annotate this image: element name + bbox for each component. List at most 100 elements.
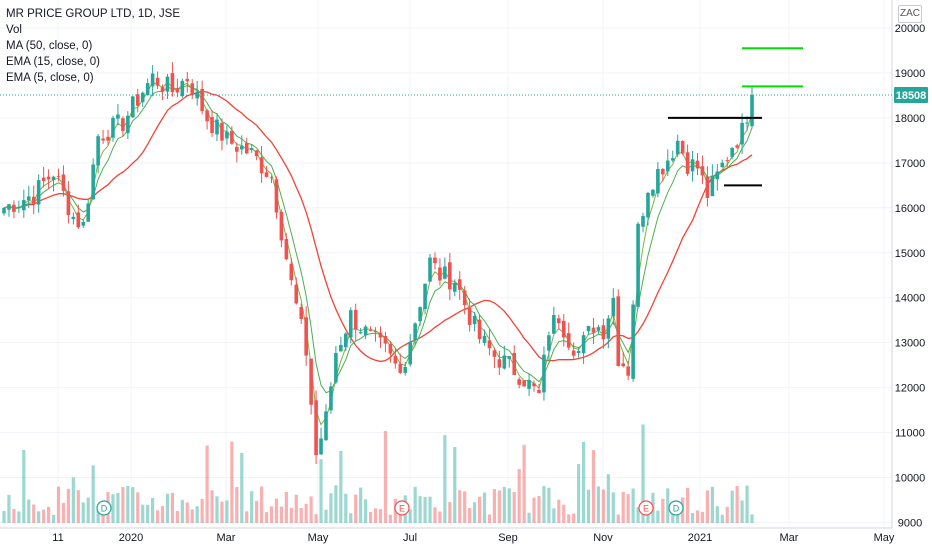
volume-bar [324,509,328,523]
volume-bar [126,485,130,523]
volume-bar [557,499,561,523]
candle-body [66,191,71,216]
dividend-marker [668,500,684,516]
x-tick-label: Sep [498,532,518,544]
volume-bar [433,507,437,523]
volume-bar [165,493,170,523]
candle-body [547,335,551,351]
volume-bar [472,502,477,523]
candle-body [705,176,710,198]
candle-body [121,118,125,131]
currency-button[interactable]: ZAC [898,5,922,23]
volume-bar [205,445,209,523]
candle-body [661,168,665,175]
candle-body [358,332,363,334]
volume-bar [319,459,323,523]
candle-body [636,223,640,307]
candle-body [244,142,249,154]
candle-body [130,96,135,118]
candle-body [482,335,487,343]
earnings-marker [638,500,654,516]
candle-body [457,279,462,290]
volume-bar [512,491,516,523]
candle-body [378,332,383,338]
candle-body [443,266,447,279]
candle-body [616,296,621,366]
candle-body [150,73,155,87]
candle-body [631,304,635,379]
candle-body [651,189,655,196]
y-tick-label: 12000 [895,383,926,395]
volume-bar [423,496,427,523]
volume-bar [591,450,596,523]
x-tick-label: Nov [593,532,613,544]
candle-body [368,330,373,332]
volume-bar [448,502,452,523]
volume-bar [131,487,135,523]
volume-bar [2,510,6,523]
volume-bar [700,511,705,523]
candle-body [111,117,115,138]
candle-body [294,284,299,304]
volume-bar [705,490,710,523]
marker-label: E [399,504,405,514]
volume-bar [42,509,46,523]
candle-body [730,148,734,157]
volume-bar [616,514,620,523]
volume-bar [86,497,90,523]
candle-body [145,83,150,96]
candle-body [576,350,581,354]
candle-body [126,115,130,134]
x-tick-label: 2021 [688,532,712,544]
volume-bar [76,490,80,523]
candle-body [7,204,11,210]
candle-body [61,174,66,191]
marker-label: D [101,504,108,514]
volume-bar [111,494,115,523]
candle-body [532,383,536,387]
volume-bar [497,490,501,523]
candle-body [492,350,497,357]
volume-bar [180,499,184,523]
volume-bar [230,441,234,523]
volume-bar [517,469,521,523]
candle-body [235,146,239,152]
candle-body [353,309,358,330]
volume-bar [626,494,630,523]
legend-ema15: EMA (15, close, 0) [6,56,100,68]
volume-bar [468,508,472,523]
y-tick-label: 9000 [898,518,922,530]
candle-body [230,130,234,144]
volume-bar [656,510,660,523]
volume-bar [329,493,333,523]
candle-body [195,91,199,99]
candle-body [418,307,422,322]
volume-bar [388,514,392,523]
volume-bar [492,489,497,523]
candle-body [646,192,650,218]
volume-bar [596,486,601,523]
volume-bar [646,512,650,523]
volume-bar [314,514,318,523]
candle-body [22,200,26,211]
candle-body [324,411,328,441]
candle-body [363,326,368,336]
volume-bar [458,490,462,523]
candle-body [2,208,6,214]
candle-body [135,94,140,106]
volume-bar [522,444,526,523]
volume-bar [359,487,363,523]
volume-bar [334,485,338,523]
candle-body [566,333,571,348]
candle-body [423,283,427,310]
candle-body [334,353,338,383]
volume-bar [71,477,75,523]
candle-body [438,267,442,281]
volume-bar [527,512,531,523]
volume-bar [344,493,348,523]
volume-bar [577,464,581,523]
volume-bar [443,435,447,523]
candle-body [249,148,254,150]
